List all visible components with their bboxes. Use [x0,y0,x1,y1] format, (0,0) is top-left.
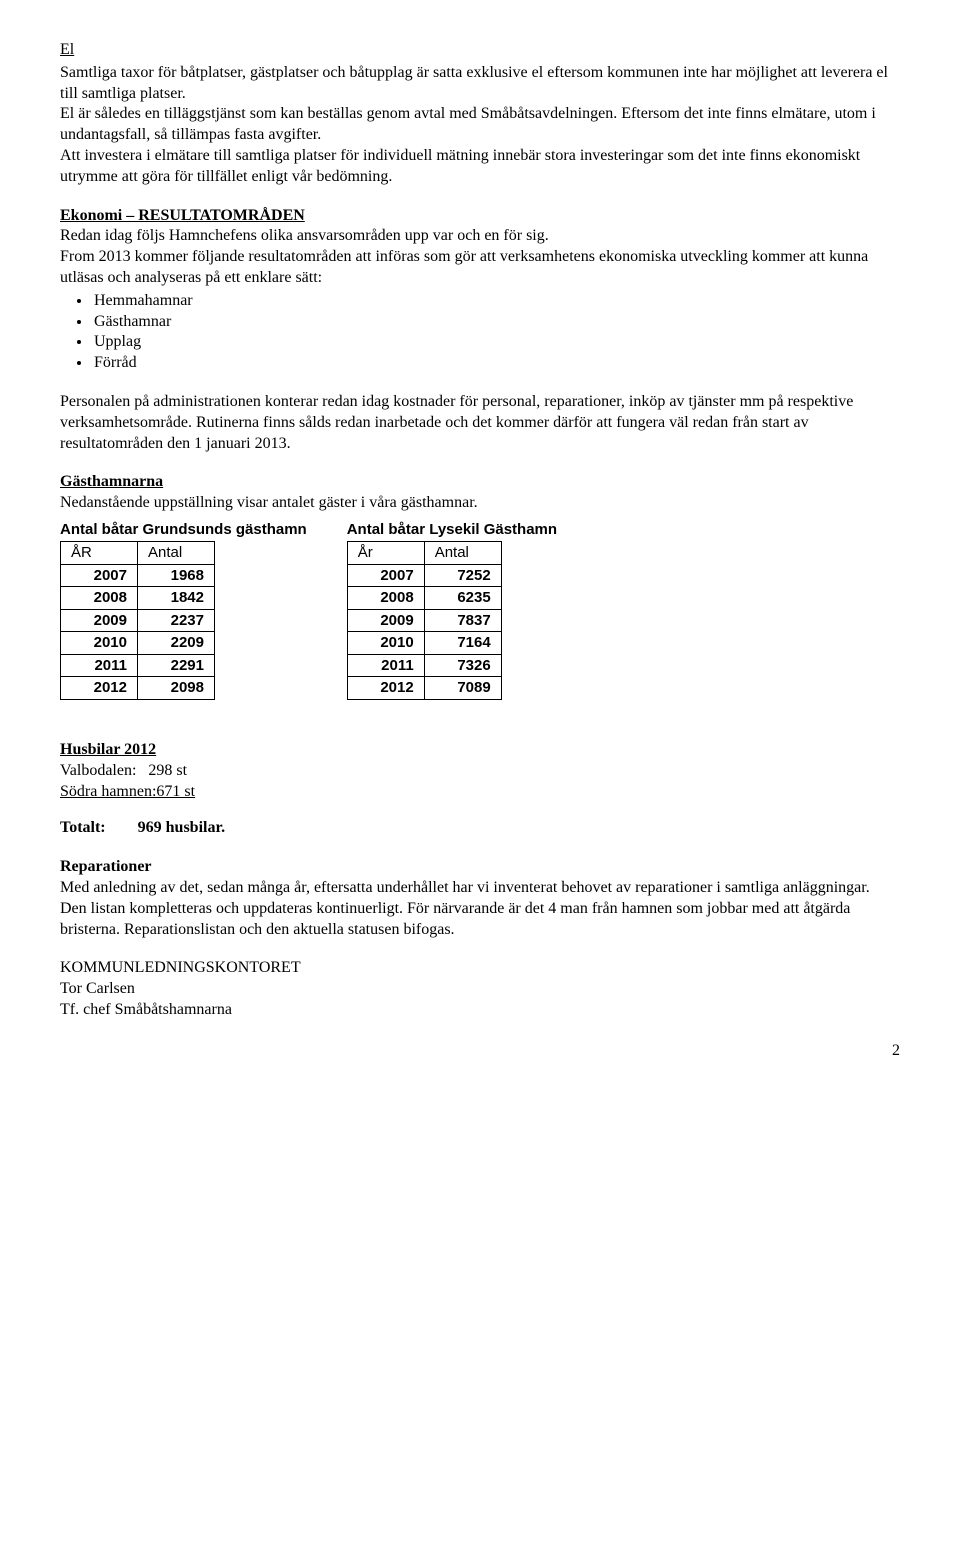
cell-year: 2009 [347,609,424,632]
gasthamnarna-body: Nedanstående uppställning visar antalet … [60,494,478,511]
table-left: ÅR Antal 20071968 20081842 20092237 2010… [60,541,215,700]
table-right-title: Antal båtar Lysekil Gästhamn [347,520,557,540]
table-row: ÅR Antal [61,542,215,565]
cell-year: 2012 [347,677,424,700]
reparationer-heading: Reparationer [60,857,900,878]
table-left-title: Antal båtar Grundsunds gästhamn [60,520,307,540]
table-row: 20086235 [347,587,501,610]
ekonomi-heading: Ekonomi – RESULTATOMRÅDEN [60,207,305,224]
table-row: 20122098 [61,677,215,700]
cell-year: 2010 [347,632,424,655]
signoff-org: KOMMUNLEDNINGSKONTORET [60,958,900,979]
cell-count: 7164 [424,632,501,655]
col-year-left: ÅR [61,542,138,565]
table-row: 20107164 [347,632,501,655]
table-right: År Antal 20077252 20086235 20097837 2010… [347,541,502,700]
page-number: 2 [60,1041,900,1062]
el-heading: El [60,40,900,61]
col-count-right: Antal [424,542,501,565]
table-row: 20117326 [347,654,501,677]
table-row: 20092237 [61,609,215,632]
bullet-forrad: Förråd [92,353,900,374]
cell-year: 2007 [347,564,424,587]
col-count-left: Antal [138,542,215,565]
cell-year: 2007 [61,564,138,587]
cell-count: 2098 [138,677,215,700]
cell-year: 2011 [347,654,424,677]
bullet-gasthamnar: Gästhamnar [92,312,900,333]
el-body: Samtliga taxor för båtplatser, gästplats… [60,63,900,188]
cell-count: 2291 [138,654,215,677]
cell-count: 6235 [424,587,501,610]
table-row: 20102209 [61,632,215,655]
signoff-title: Tf. chef Småbåtshamnarna [60,1000,900,1021]
cell-count: 7089 [424,677,501,700]
cell-count: 1968 [138,564,215,587]
table-row: 20071968 [61,564,215,587]
husbilar-totalt: Totalt: 969 husbilar. [60,818,900,839]
valbodalen-value: 298 st [148,762,187,779]
totalt-value: 969 husbilar. [138,819,225,836]
cell-year: 2008 [347,587,424,610]
husbilar-valbodalen: Valbodalen: 298 st [60,761,900,782]
husbilar-heading: Husbilar 2012 [60,740,900,761]
cell-count: 2209 [138,632,215,655]
cell-count: 7837 [424,609,501,632]
table-row: År Antal [347,542,501,565]
table-row: 20097837 [347,609,501,632]
totalt-label: Totalt: [60,819,106,836]
bullet-upplag: Upplag [92,332,900,353]
cell-year: 2011 [61,654,138,677]
ekonomi-body2: Personalen på administrationen konterar … [60,392,900,454]
col-year-right: År [347,542,424,565]
tables-row: Antal båtar Grundsunds gästhamn ÅR Antal… [60,520,900,700]
table-right-block: Antal båtar Lysekil Gästhamn År Antal 20… [347,520,557,700]
cell-count: 7252 [424,564,501,587]
gasthamnarna-heading: Gästhamnarna [60,473,163,490]
valbodalen-label: Valbodalen: [60,762,136,779]
ekonomi-bullets: Hemmahamnar Gästhamnar Upplag Förråd [92,291,900,374]
signoff-name: Tor Carlsen [60,979,900,1000]
cell-count: 2237 [138,609,215,632]
table-row: 20077252 [347,564,501,587]
cell-year: 2009 [61,609,138,632]
ekonomi-body1: Redan idag följs Hamnchefens olika ansva… [60,227,868,286]
cell-year: 2010 [61,632,138,655]
table-row: 20127089 [347,677,501,700]
table-row: 20112291 [61,654,215,677]
cell-count: 1842 [138,587,215,610]
husbilar-sodra: Södra hamnen:671 st [60,782,900,803]
cell-year: 2012 [61,677,138,700]
cell-count: 7326 [424,654,501,677]
table-left-block: Antal båtar Grundsunds gästhamn ÅR Antal… [60,520,307,700]
table-row: 20081842 [61,587,215,610]
cell-year: 2008 [61,587,138,610]
bullet-hemmahamnar: Hemmahamnar [92,291,900,312]
reparationer-body: Med anledning av det, sedan många år, ef… [60,878,900,940]
